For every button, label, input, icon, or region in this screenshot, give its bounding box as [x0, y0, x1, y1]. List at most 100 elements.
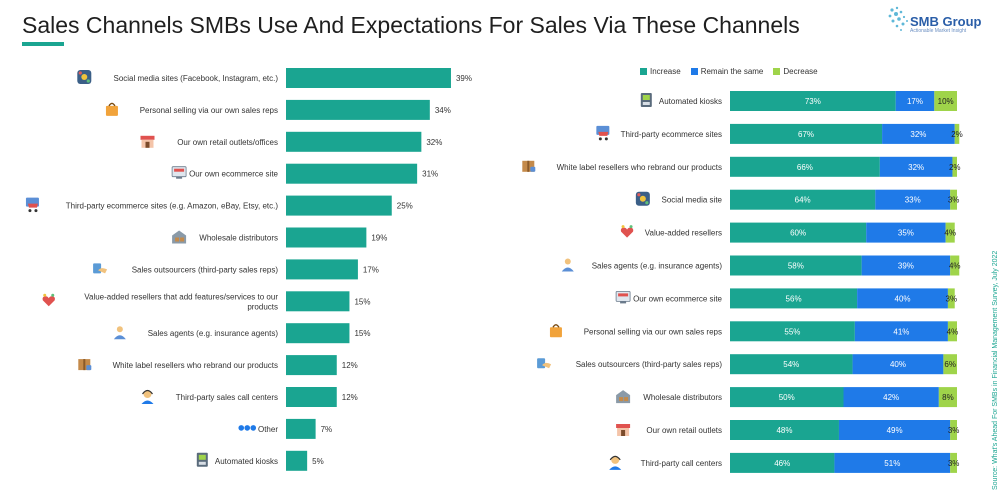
right-segment-label-decrease: 3%	[948, 426, 960, 435]
right-segment-label-increase: 50%	[779, 393, 795, 402]
left-category-label: Value-added resellers that add features/…	[84, 292, 278, 311]
left-category-label: Automated kiosks	[215, 457, 278, 466]
right-segment-label-increase: 46%	[774, 459, 790, 468]
agent-icon	[561, 258, 574, 272]
left-category-label: Wholesale distributors	[199, 234, 278, 243]
legend-swatch-decrease	[773, 68, 781, 75]
left-bar-value-label: 19%	[371, 234, 387, 243]
right-segment-label-remain-the-same: 51%	[884, 459, 900, 468]
left-bar	[286, 291, 350, 312]
right-segment-label-decrease: 2%	[949, 163, 961, 172]
right-bar-segment-increase	[730, 387, 844, 408]
agent-icon	[113, 326, 126, 340]
ecommerce-cart-icon	[25, 197, 39, 213]
package-icon	[522, 160, 536, 172]
right-bar-segment-remain-the-same	[875, 189, 951, 210]
right-segment-label-remain-the-same: 49%	[887, 426, 903, 435]
page-title: Sales Channels SMBs Use And Expectations…	[22, 12, 800, 38]
right-segment-label-decrease: 4%	[949, 262, 961, 271]
legend-label-remain: Remain the same	[700, 67, 764, 76]
right-segment-label-remain-the-same: 42%	[883, 393, 899, 402]
right-segment-label-remain-the-same: 35%	[898, 229, 914, 238]
right-bar-segment-remain-the-same	[879, 156, 953, 177]
left-bar-value-label: 12%	[342, 361, 358, 370]
left-category-label: Our own ecommerce site	[189, 170, 278, 179]
package-icon	[78, 359, 92, 371]
right-category-label: Sales outsourcers (third-party sales rep…	[576, 360, 723, 369]
right-bar-segment-remain-the-same	[843, 387, 939, 408]
left-bar	[286, 323, 350, 344]
right-bar-segment-increase	[730, 156, 880, 177]
kiosk-icon	[196, 452, 208, 467]
dots-icon	[238, 425, 257, 431]
left-category-label: Sales agents (e.g. insurance agents)	[148, 329, 279, 338]
right-stacked-bar-chart: 73% 17% 10% Automated kiosks 67% 32% 2% Third-p…	[522, 91, 963, 473]
right-bar-segment-decrease	[947, 288, 955, 309]
right-bar-segment-remain-the-same	[857, 288, 948, 309]
left-bar-value-label: 25%	[397, 202, 413, 211]
right-bar-segment-decrease	[950, 255, 960, 276]
left-bar-value-label: 5%	[312, 457, 324, 466]
shopping-bag-icon	[549, 324, 562, 338]
right-segment-label-decrease: 2%	[951, 130, 963, 139]
left-bar	[286, 195, 392, 216]
right-bar-segment-remain-the-same	[895, 91, 935, 111]
handshake-icon	[537, 358, 552, 369]
right-bar-segment-remain-the-same	[854, 321, 948, 342]
right-category-label: Social media site	[662, 196, 723, 205]
ecommerce-icon	[171, 166, 187, 179]
right-segment-label-increase: 66%	[797, 163, 813, 172]
right-segment-label-decrease: 10%	[938, 97, 954, 106]
left-category-label: Third-party sales call centers	[176, 393, 278, 402]
legend-item-decrease: Decrease	[773, 67, 818, 76]
right-category-label: Automated kiosks	[659, 97, 722, 106]
right-bar-segment-increase	[730, 420, 839, 440]
left-bar-value-label: 34%	[435, 106, 451, 115]
left-bar-value-label: 12%	[342, 393, 358, 402]
right-bar-segment-increase	[730, 288, 858, 309]
left-bar	[286, 131, 422, 152]
right-bar-segment-remain-the-same	[838, 420, 951, 440]
left-bar-value-label: 39%	[456, 74, 472, 83]
left-bar	[286, 163, 418, 184]
right-segment-label-increase: 55%	[784, 327, 800, 336]
right-category-label: Value-added resellers	[645, 229, 722, 238]
right-category-label: Wholesale distributors	[643, 393, 722, 402]
right-bar-segment-remain-the-same	[866, 222, 946, 243]
right-bar-segment-decrease	[950, 452, 957, 473]
right-segment-label-decrease: 3%	[946, 294, 958, 303]
legend-item-remain: Remain the same	[690, 67, 764, 76]
right-bar-segment-decrease	[950, 420, 957, 440]
legend-label-increase: Increase	[650, 67, 681, 76]
right-segment-label-increase: 56%	[786, 294, 802, 303]
right-segment-label-decrease: 3%	[948, 196, 960, 205]
right-category-label: Personal selling via our own sales reps	[584, 327, 722, 336]
left-bar	[286, 227, 367, 248]
left-category-label: Sales outsourcers (third-party sales rep…	[132, 265, 279, 274]
left-category-label: Personal selling via our own sales reps	[140, 106, 278, 115]
right-bar-segment-decrease	[934, 91, 957, 111]
left-bar-value-label: 17%	[363, 265, 379, 274]
right-bar-segment-decrease	[938, 387, 957, 408]
social-media-icon	[77, 70, 92, 84]
right-category-label: White label resellers who rebrand our pr…	[557, 163, 722, 172]
right-category-label: Third-party call centers	[641, 459, 722, 468]
right-segment-label-remain-the-same: 32%	[908, 163, 924, 172]
storefront-icon	[140, 135, 155, 148]
right-bar-segment-decrease	[945, 222, 955, 243]
logo-subtitle: Actionable Market Insight	[910, 28, 967, 34]
right-bar-segment-increase	[730, 123, 883, 144]
headset-icon	[609, 455, 622, 470]
right-bar-segment-remain-the-same	[882, 123, 955, 144]
right-segment-label-increase: 67%	[798, 130, 814, 139]
right-segment-label-increase: 54%	[783, 360, 799, 369]
left-bar-chart: 39% Social media sites (Facebook, Instagr…	[25, 68, 472, 471]
right-segment-label-remain-the-same: 40%	[890, 360, 906, 369]
handshake-icon	[93, 263, 108, 274]
right-bar-segment-remain-the-same	[834, 452, 951, 473]
right-segment-label-decrease: 4%	[944, 229, 956, 238]
right-segment-label-decrease: 6%	[944, 360, 956, 369]
left-category-label: Third-party ecommerce sites (e.g. Amazon…	[66, 202, 279, 211]
right-bar-segment-remain-the-same	[852, 354, 944, 375]
right-segment-label-remain-the-same: 33%	[905, 196, 921, 205]
